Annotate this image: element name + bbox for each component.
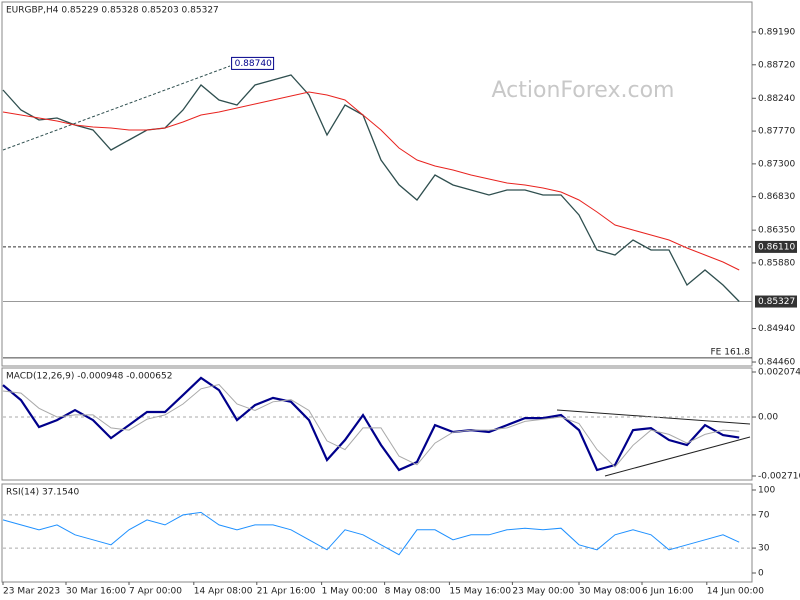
y-tick-label: 0.002074 [758,368,800,378]
macd-panel [1,367,753,481]
level-label-box [755,240,797,253]
annotation-label: 0.88740 [235,59,272,69]
x-tick-label: 14 Apr 08:00 [194,587,253,597]
x-tick-label: 15 May 16:00 [449,587,511,597]
y-tick-label: 0.87770 [758,127,795,137]
y-tick-label: 0.00 [758,413,778,423]
x-tick-label: 23 Mar 2023 [3,587,60,597]
y-tick-label: 30 [758,544,770,554]
y-tick-label: 0.85880 [758,258,795,268]
x-tick-label: 30 Mar 16:00 [66,587,126,597]
x-tick-label: 21 Apr 16:00 [257,587,316,597]
fib-label: FE 161.8 [711,347,751,357]
series-line [2,511,740,556]
x-tick-label: 8 May 08:00 [385,587,441,597]
panel-title: MACD(12,26,9) -0.000948 -0.000652 [6,372,172,382]
watermark: ActionForex.com [492,78,675,103]
x-tick-label: 30 May 08:00 [579,587,641,597]
y-tick-label: 70 [758,510,770,520]
x-tick-label: 1 May 00:00 [322,587,378,597]
y-tick-label: 0.88720 [758,60,795,70]
x-tick-label: 7 Apr 00:00 [129,587,182,597]
y-tick-label: 0.87300 [758,159,795,169]
macd-trend-line [604,436,751,477]
level-label-box [755,295,797,308]
level-label: 0.85327 [758,297,795,307]
level-label: 0.86110 [758,242,795,252]
series-line [2,91,740,271]
series-line [2,376,740,472]
trend-line [2,65,231,151]
rsi-panel [1,483,753,583]
panel-title: RSI(14) 37.1540 [6,488,79,498]
y-tick-label: 0.89190 [758,28,795,38]
y-tick-label: 100 [758,486,775,496]
annotation-box [231,56,275,70]
y-tick-label: 0.88240 [758,94,795,104]
y-tick-label: 0.84460 [758,358,795,368]
price-panel [1,1,753,367]
y-tick-label: 0.84940 [758,324,795,334]
series-line [2,383,740,468]
y-tick-label: 0.86830 [758,192,795,202]
y-tick-label: 0.86350 [758,226,795,236]
x-tick-label: 14 Jun 00:00 [707,587,764,597]
y-tick-label: 0 [758,569,764,579]
series-line [2,74,740,302]
panel-title: EURGBP,H4 0.85229 0.85328 0.85203 0.8532… [6,6,219,16]
x-tick-label: 6 Jun 16:00 [642,587,694,597]
y-tick-label: -0.002716 [758,472,800,482]
x-tick-label: 23 May 00:00 [512,587,574,597]
